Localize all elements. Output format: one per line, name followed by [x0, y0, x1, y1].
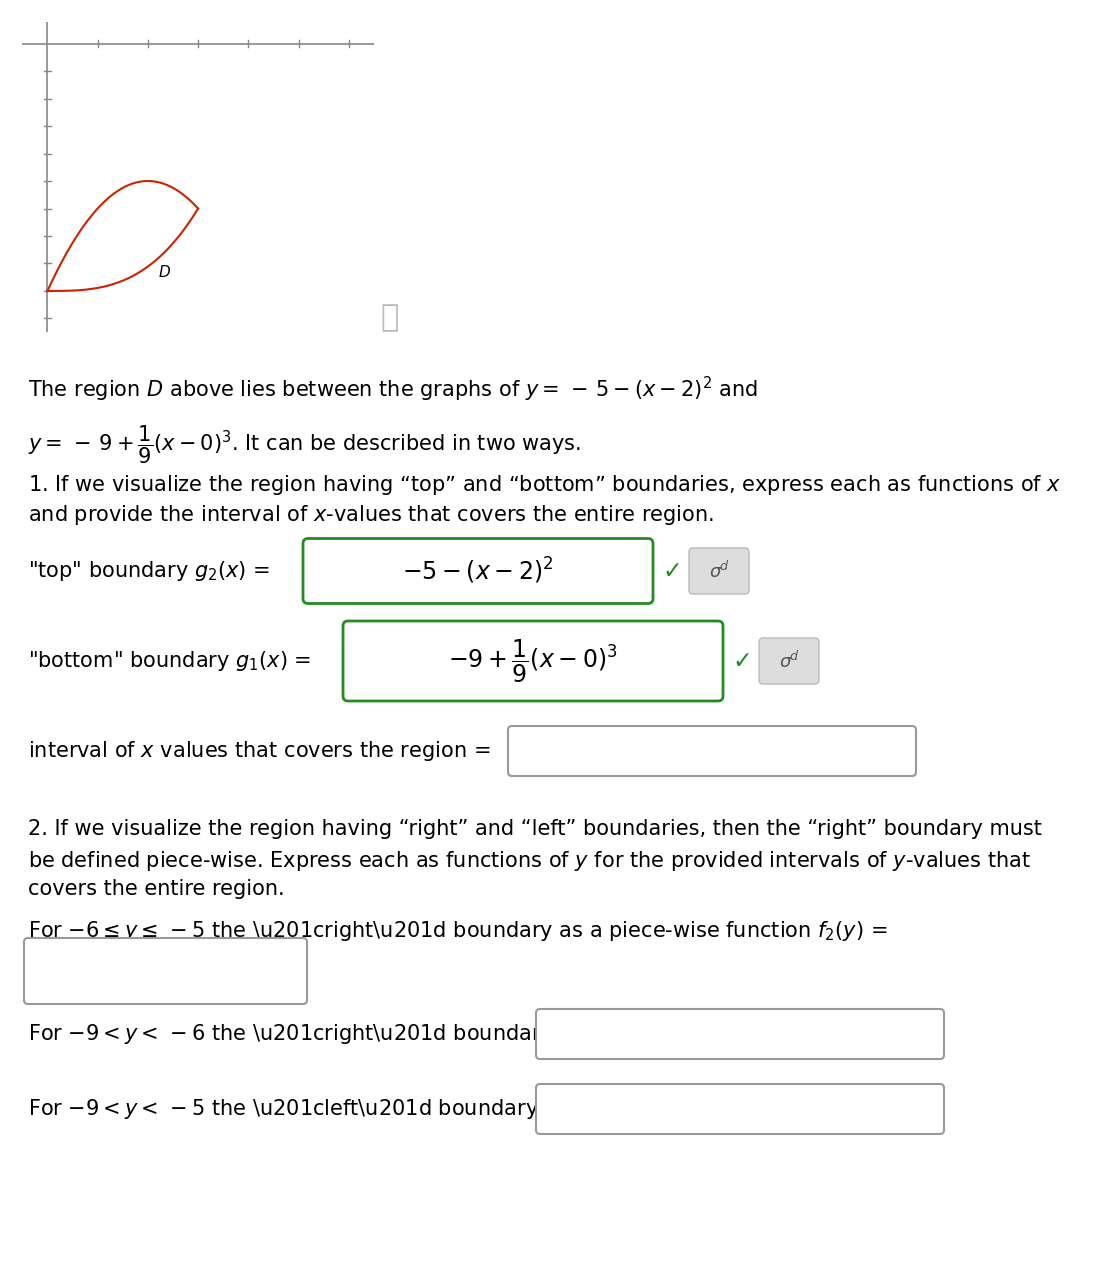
- Text: $y = \, -\, 9 + \dfrac{1}{9}(x - 0)^3$. It can be described in two ways.: $y = \, -\, 9 + \dfrac{1}{9}(x - 0)^3$. …: [28, 424, 581, 465]
- Text: "top" boundary $g_2(x)$ =: "top" boundary $g_2(x)$ =: [28, 559, 270, 583]
- Text: "bottom" boundary $g_1(x)$ =: "bottom" boundary $g_1(x)$ =: [28, 649, 311, 673]
- Text: covers the entire region.: covers the entire region.: [28, 879, 285, 899]
- Text: $D$: $D$: [158, 264, 171, 280]
- FancyBboxPatch shape: [343, 621, 723, 701]
- Text: The region $D$ above lies between the graphs of $y = \, -\, 5 - (x - 2)^2$ and: The region $D$ above lies between the gr…: [28, 375, 758, 404]
- Text: For $-6 \leq y \leq \, -5$ the \u201cright\u201d boundary as a piece-wise functi: For $-6 \leq y \leq \, -5$ the \u201crig…: [28, 919, 887, 943]
- FancyBboxPatch shape: [759, 638, 819, 683]
- FancyBboxPatch shape: [536, 1009, 944, 1059]
- Text: be defined piece-wise. Express each as functions of $y$ for the provided interva: be defined piece-wise. Express each as f…: [28, 850, 1031, 872]
- Text: $\sigma^{\!\mathit{d}}$: $\sigma^{\!\mathit{d}}$: [779, 650, 799, 672]
- Text: $-5 - (x - 2)^2$: $-5 - (x - 2)^2$: [402, 555, 554, 586]
- FancyBboxPatch shape: [25, 938, 307, 1004]
- Text: ⌕: ⌕: [381, 303, 400, 332]
- Text: $-9 + \dfrac{1}{9}(x - 0)^3$: $-9 + \dfrac{1}{9}(x - 0)^3$: [449, 638, 618, 685]
- Text: 1. If we visualize the region having “top” and “bottom” boundaries, express each: 1. If we visualize the region having “to…: [28, 473, 1061, 497]
- FancyBboxPatch shape: [689, 548, 749, 593]
- Text: For $-9 < y < \, -5$ the \u201cleft\u201d boundary $f_1(y)$ =: For $-9 < y < \, -5$ the \u201cleft\u201…: [28, 1097, 614, 1121]
- Text: ✓: ✓: [732, 649, 752, 673]
- Text: For $-9 < y < \, -6$ the \u201cright\u201d boundary $f_2(y)$ =: For $-9 < y < \, -6$ the \u201cright\u20…: [28, 1022, 628, 1046]
- Text: 2. If we visualize the region having “right” and “left” boundaries, then the “ri: 2. If we visualize the region having “ri…: [28, 819, 1042, 839]
- Text: $\sigma^{\!\mathit{d}}$: $\sigma^{\!\mathit{d}}$: [709, 560, 729, 582]
- Text: ✓: ✓: [662, 559, 682, 583]
- Text: interval of $x$ values that covers the region =: interval of $x$ values that covers the r…: [28, 739, 490, 763]
- Text: and provide the interval of $x$-values that covers the entire region.: and provide the interval of $x$-values t…: [28, 503, 714, 527]
- FancyBboxPatch shape: [508, 727, 916, 776]
- FancyBboxPatch shape: [304, 539, 653, 604]
- FancyBboxPatch shape: [536, 1084, 944, 1134]
